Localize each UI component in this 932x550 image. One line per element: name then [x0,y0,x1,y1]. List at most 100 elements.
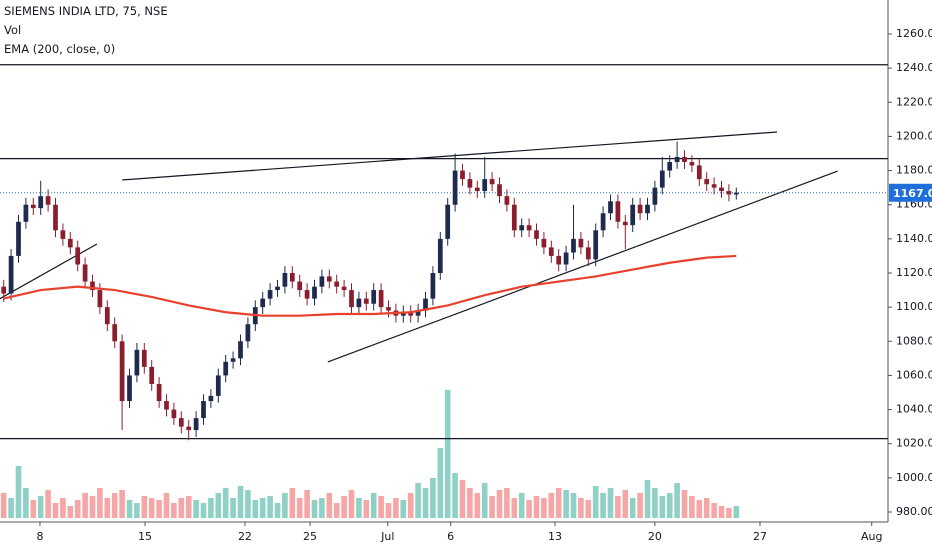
volume-bar [437,448,444,518]
candle-body [460,170,465,180]
volume-bar [533,496,540,518]
y-tick-label: 1100.00 [896,300,932,313]
candle-body [215,375,221,396]
volume-bar [200,503,207,518]
candle-body [474,187,480,192]
volume-bar [393,498,399,518]
candle-body [97,290,103,308]
candle-body [356,298,362,308]
volume-bar [237,486,244,518]
candle-body [430,273,436,299]
candle-body [60,230,66,239]
x-tick-label: Jul [380,530,394,543]
ema-line [3,254,737,317]
candle-body [608,201,613,214]
candle-body [238,341,243,359]
volume-bar [163,493,170,518]
volume-bar [156,500,162,518]
candle-body [178,418,184,427]
volume-bar [585,500,592,518]
y-tick-label: 1240.00 [896,61,932,74]
y-tick-label: 1080.00 [896,334,932,347]
volume-bar [659,496,666,518]
volume-bar [592,486,599,518]
volume-bar [637,493,643,518]
legend-item: EMA (200, close, 0) [4,42,115,56]
volume-bar [600,493,606,518]
candle-body [571,238,576,253]
volume-bar [67,506,74,518]
volume-bar [422,488,429,518]
x-tick-label: 6 [447,530,454,543]
candle-body [593,230,599,260]
volume-bar [37,496,44,518]
x-tick-label: 13 [548,530,562,543]
volume-bar [622,490,629,518]
volume-bar [23,488,29,518]
candle-body [334,281,340,287]
volume-bar [496,490,503,518]
volume-bar [681,490,688,518]
volume-bar [555,488,562,518]
volume-bar [141,496,148,518]
candle-body [622,221,628,226]
candle-body [556,255,562,265]
volume-bar [481,483,488,518]
y-tick-label: 1180.00 [896,164,932,177]
plot [0,64,888,518]
volume-bar [452,473,458,518]
candle-body [704,179,710,185]
last-price-tag [889,183,932,202]
volume-bar [259,498,266,518]
volume-bar [526,500,532,518]
candle-body [312,286,317,299]
trend-line [0,243,98,300]
volume-bar [185,496,192,518]
candle-body [326,276,332,282]
candle-body [400,312,406,316]
candle-body [719,187,724,192]
candle-body [733,192,739,195]
volume-bar [311,500,318,518]
volume-bar [0,493,7,518]
trend-line [327,170,838,363]
y-tick-label: 1260.00 [896,27,932,40]
candle-body [260,298,266,308]
volume-bar [629,498,636,518]
candle-body [201,401,206,419]
candle-body [223,361,229,376]
candle-body [637,204,643,214]
volume-bar [193,500,199,518]
candle-body [504,196,510,205]
candle-body [363,298,369,304]
y-tick-label: 1020.00 [896,437,932,450]
legend-item: Vol [4,23,21,37]
volume-bar [489,496,495,518]
y-tick-label: 980.00 [896,505,932,518]
x-tick-label: 25 [303,530,317,543]
volume-bar [230,498,236,518]
volume-bar [356,498,362,518]
volume-bar [341,496,347,518]
volume-bar [504,488,510,518]
volume-bar [652,488,658,518]
volume-bar [119,490,125,518]
candle-body [45,196,51,205]
candle-body [297,281,303,291]
volume-bar [289,488,296,518]
last-price-label: 1167.00 [893,187,932,200]
volume-bar [208,498,214,518]
candle-body [600,213,606,231]
volume-bar [407,493,414,518]
volume-bar [378,496,384,518]
candle-body [526,225,532,231]
volume-bar [74,500,81,518]
volume-bar [563,490,569,518]
candle-body [371,290,377,304]
y-tick-label: 1120.00 [896,266,932,279]
candle-body [378,290,384,308]
candle-body [75,247,81,265]
volume-bar [363,500,370,518]
candle-body [563,252,569,265]
